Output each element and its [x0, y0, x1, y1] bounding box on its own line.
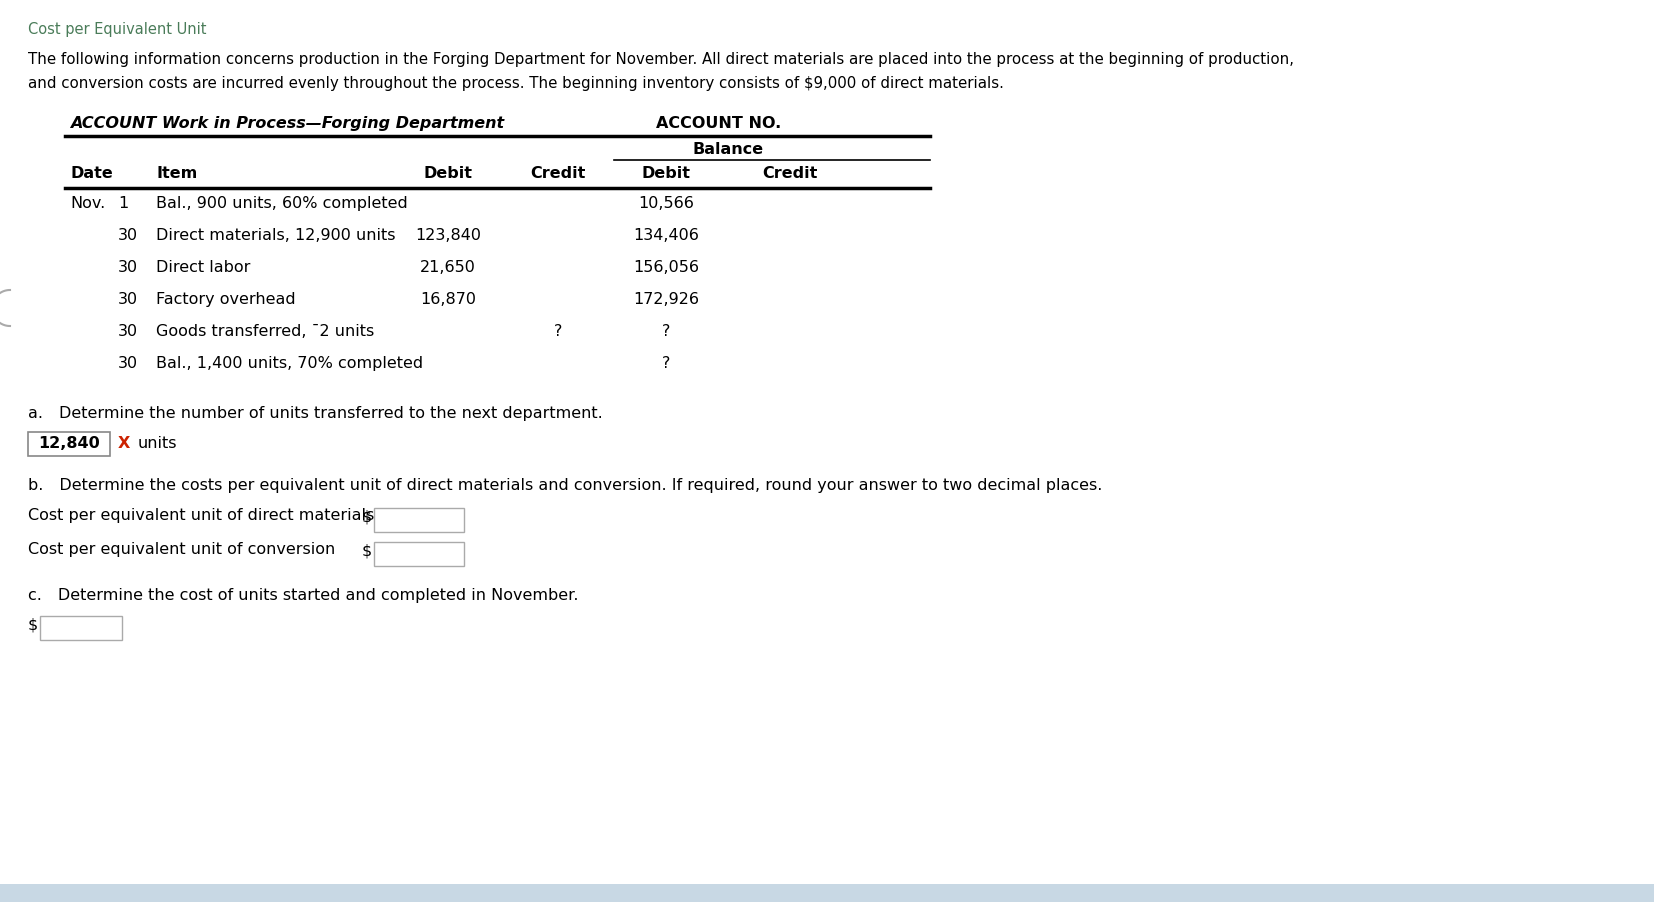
Bar	[374, 508, 465, 532]
Text: a. Determine the number of units transferred to the next department.: a. Determine the number of units transfe…	[28, 406, 602, 421]
Text: ?: ?	[554, 324, 562, 339]
Text: ACCOUNT Work in Process—Forging Department: ACCOUNT Work in Process—Forging Departme…	[69, 116, 504, 131]
Text: Debit: Debit	[642, 166, 690, 181]
Text: X: X	[117, 436, 131, 451]
Text: Cost per Equivalent Unit: Cost per Equivalent Unit	[28, 22, 207, 37]
Text: Cost per equivalent unit of conversion: Cost per equivalent unit of conversion	[28, 542, 336, 557]
Text: ?: ?	[662, 324, 670, 339]
Bar	[374, 542, 465, 566]
Text: $: $	[362, 510, 372, 525]
Bar	[28, 432, 111, 456]
Text: 123,840: 123,840	[415, 228, 481, 243]
Text: Cost per equivalent unit of direct materials: Cost per equivalent unit of direct mater…	[28, 508, 374, 523]
Text: Goods transferred, ¯2 units: Goods transferred, ¯2 units	[155, 324, 374, 339]
Text: The following information concerns production in the Forging Department for Nove: The following information concerns produ…	[28, 52, 1293, 67]
Text: ?: ?	[662, 356, 670, 371]
Text: Factory overhead: Factory overhead	[155, 292, 296, 307]
Text: and conversion costs are incurred evenly throughout the process. The beginning i: and conversion costs are incurred evenly…	[28, 76, 1004, 91]
Text: c. Determine the cost of units started and completed in November.: c. Determine the cost of units started a…	[28, 588, 579, 603]
Text: Direct labor: Direct labor	[155, 260, 250, 275]
Text: 30: 30	[117, 356, 139, 371]
Text: 12,840: 12,840	[38, 436, 99, 451]
Text: Debit: Debit	[423, 166, 473, 181]
Text: 21,650: 21,650	[420, 260, 476, 275]
Text: 10,566: 10,566	[638, 196, 695, 211]
Text: $: $	[362, 544, 372, 559]
Text: Nov.: Nov.	[69, 196, 106, 211]
Text: Credit: Credit	[531, 166, 586, 181]
Text: 30: 30	[117, 324, 139, 339]
Text: Bal., 1,400 units, 70% completed: Bal., 1,400 units, 70% completed	[155, 356, 423, 371]
Text: 134,406: 134,406	[633, 228, 700, 243]
Text: 30: 30	[117, 292, 139, 307]
Text: ACCOUNT NO.: ACCOUNT NO.	[657, 116, 781, 131]
Text: $: $	[28, 618, 38, 633]
Text: units: units	[137, 436, 177, 451]
Text: Balance: Balance	[693, 142, 764, 157]
Text: Bal., 900 units, 60% completed: Bal., 900 units, 60% completed	[155, 196, 409, 211]
Text: 30: 30	[117, 260, 139, 275]
Text: 16,870: 16,870	[420, 292, 476, 307]
Text: 30: 30	[117, 228, 139, 243]
Text: Date: Date	[69, 166, 112, 181]
Bar	[40, 616, 122, 640]
Text: b. Determine the costs per equivalent unit of direct materials and conversion. I: b. Determine the costs per equivalent un…	[28, 478, 1102, 493]
Text: Item: Item	[155, 166, 197, 181]
Text: 156,056: 156,056	[633, 260, 700, 275]
Text: Direct materials, 12,900 units: Direct materials, 12,900 units	[155, 228, 395, 243]
Bar	[0, 884, 1654, 902]
Text: 1: 1	[117, 196, 129, 211]
Text: 172,926: 172,926	[633, 292, 700, 307]
Text: Credit: Credit	[762, 166, 817, 181]
